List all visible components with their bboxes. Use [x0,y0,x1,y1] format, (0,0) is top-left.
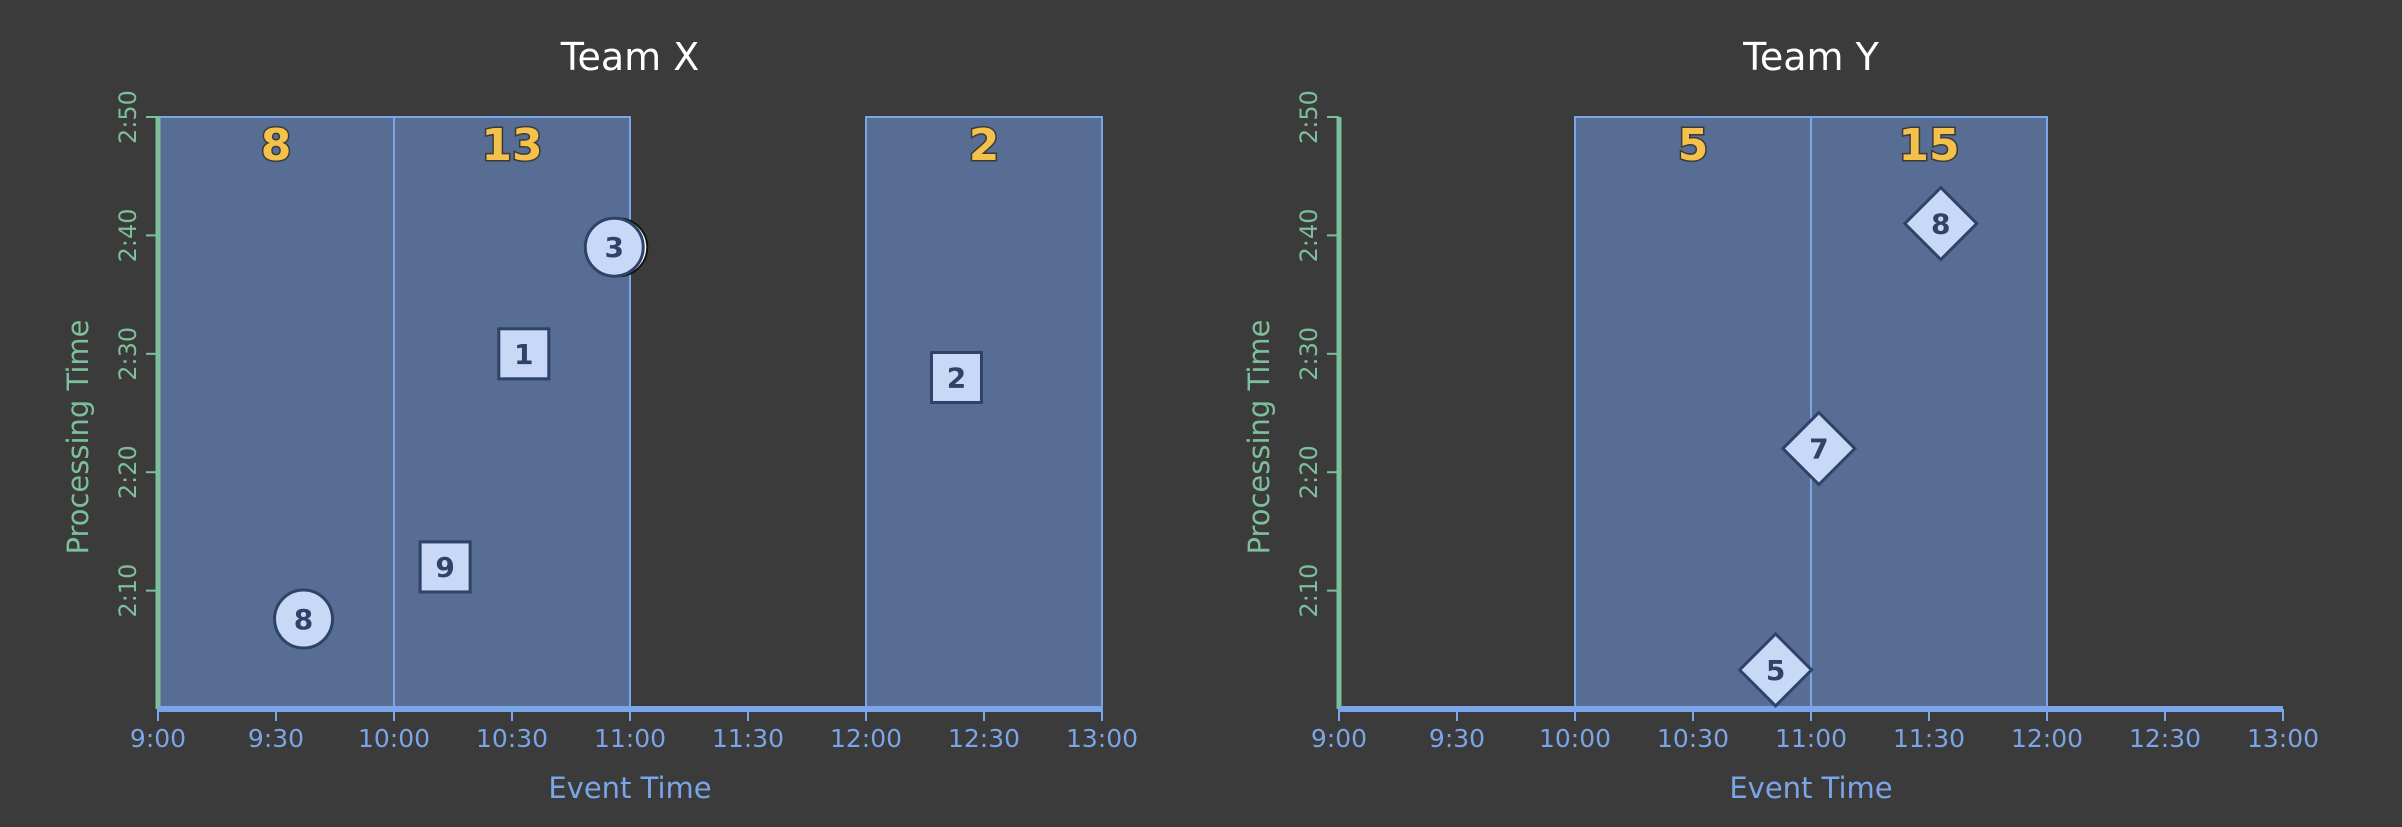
x-tick-label: 10:00 [1539,724,1611,753]
x-tick-label: 13:00 [2247,724,2319,753]
x-tick-label: 9:00 [130,724,186,753]
x-tick-label: 12:00 [830,724,902,753]
point-label: 8 [1931,208,1950,241]
x-tick-label: 10:30 [1657,724,1729,753]
circle-marker [273,588,335,650]
window-2 [865,116,1103,710]
y-axis-label: Processing Time [1242,319,1276,554]
x-tick-label: 12:30 [2129,724,2201,753]
diamond-marker [1902,185,1979,262]
circle-marker [583,216,645,278]
window-count: 15 [1898,120,1959,171]
x-tick-label: 9:30 [248,724,304,753]
y-tick-label: 2:20 [1295,445,1323,499]
data-point: 8 [1902,185,1979,262]
diamond-marker [1780,410,1857,487]
data-point: 8 [273,588,335,650]
x-tick-label: 12:00 [2011,724,2083,753]
y-tick-label: 2:40 [114,208,142,262]
chart-team-y: 2:10 2:20 2:30 2:40 2:50 9:00 9:30 10:00 10:30 1… [1242,35,2319,805]
x-tick-label: 10:30 [476,724,548,753]
data-point: 7 [1780,410,1857,487]
x-tick-label: 13:00 [1066,724,1138,753]
x-tick-label: 9:00 [1311,724,1367,753]
y-tick-label: 2:10 [1295,564,1323,618]
y-tick-label: 2:50 [114,90,142,144]
window-count: 2 [969,120,1000,171]
x-axis-label: Event Time [548,771,711,805]
data-point: 2 [929,350,983,404]
x-tick-label: 12:30 [948,724,1020,753]
square-marker [497,327,551,381]
y-tick-label: 2:10 [114,564,142,618]
x-tick-label: 11:00 [594,724,666,753]
chart-title: Team X [560,35,700,79]
y-axis-label: Processing Time [61,319,95,554]
window-count: 13 [481,120,542,171]
y-tick-label: 2:40 [1295,208,1323,262]
window-count: 8 [261,120,292,171]
window-1 [393,116,631,710]
chart-team-x: 2:10 2:20 2:30 2:40 2:50 9:00 9:30 10:00 10:30 1… [61,35,1138,805]
window-count: 5 [1678,120,1709,171]
diamond-marker [1737,631,1814,709]
data-point: 5 [1737,631,1814,709]
data-point: 3 [583,216,649,278]
y-tick-label: 2:30 [1295,327,1323,381]
x-tick-label: 11:30 [1893,724,1965,753]
x-tick-label: 9:30 [1429,724,1485,753]
point-label: 7 [1809,433,1828,466]
data-point: 1 [497,327,551,381]
x-tick-label: 10:00 [358,724,430,753]
data-point: 9 [418,540,472,594]
square-marker [929,350,983,404]
x-tick-label: 11:30 [712,724,784,753]
point-label: 5 [1766,654,1785,687]
point-label: 8 [294,603,313,636]
point-label: 3 [605,231,624,264]
point-label: 1 [514,338,533,371]
point-label: 9 [435,551,454,584]
window-0 [1574,116,1812,710]
point-label: 2 [947,361,966,394]
y-tick-label: 2:20 [114,445,142,499]
square-marker [418,540,472,594]
x-axis-label: Event Time [1729,771,1892,805]
y-tick-label: 2:30 [114,327,142,381]
y-tick-label: 2:50 [1295,90,1323,144]
chart-title: Team Y [1742,35,1880,79]
x-tick-label: 11:00 [1775,724,1847,753]
